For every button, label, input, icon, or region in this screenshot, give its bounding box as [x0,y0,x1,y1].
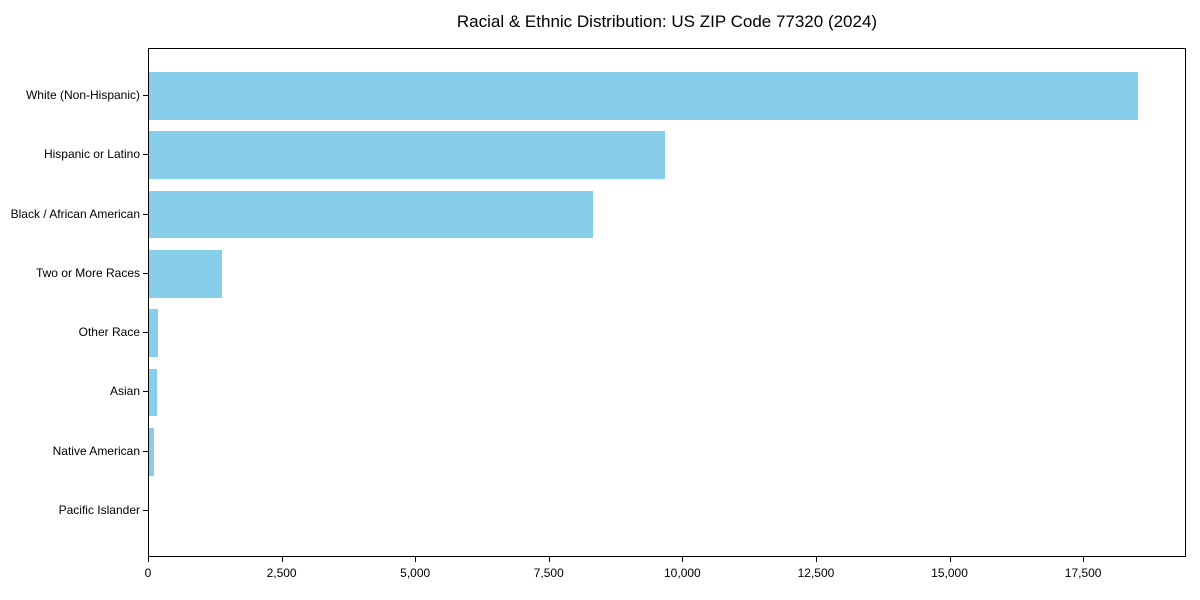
y-tick-mark [143,273,148,274]
bar [149,250,222,298]
bar [149,428,154,476]
x-tick-mark [549,557,550,562]
y-tick-label: Asian [109,384,140,399]
x-tick-label: 17,500 [1064,566,1102,580]
x-tick-label: 7,500 [533,566,564,580]
x-tick-mark [415,557,416,562]
chart-title: Racial & Ethnic Distribution: US ZIP Cod… [456,12,878,31]
x-tick-mark [1083,557,1084,562]
y-tick-label: White (Non-Hispanic) [25,87,140,102]
x-tick-label: 10,000 [664,566,701,580]
x-tick-label: 0 [144,566,152,580]
y-tick-mark [143,154,148,155]
plot-area [148,48,1186,557]
y-tick-label: Hispanic or Latino [43,147,140,162]
bar [149,309,158,357]
y-tick-label: Black / African American [10,206,140,221]
x-tick-mark [682,557,683,562]
bar [149,72,1138,120]
x-tick-label: 5,000 [400,566,431,580]
y-tick-mark [143,214,148,215]
x-tick-mark [950,557,951,562]
y-tick-mark [143,332,148,333]
x-tick-mark [282,557,283,562]
x-tick-label: 15,000 [931,566,968,580]
y-tick-label: Native American [52,443,140,458]
y-tick-label: Other Race [78,325,140,340]
bar [149,190,593,239]
x-tick-label: 2,500 [266,566,297,580]
x-tick-mark [816,557,817,562]
x-tick-mark [148,557,149,562]
bar [149,368,157,417]
x-tick-label: 12,500 [797,566,835,580]
y-tick-mark [143,391,148,392]
y-tick-mark [143,451,148,452]
y-tick-mark [143,95,148,96]
y-tick-mark [143,510,148,511]
y-tick-label: Two or More Races [35,265,140,280]
bar [149,131,665,179]
y-tick-label: Pacific Islander [58,503,140,518]
